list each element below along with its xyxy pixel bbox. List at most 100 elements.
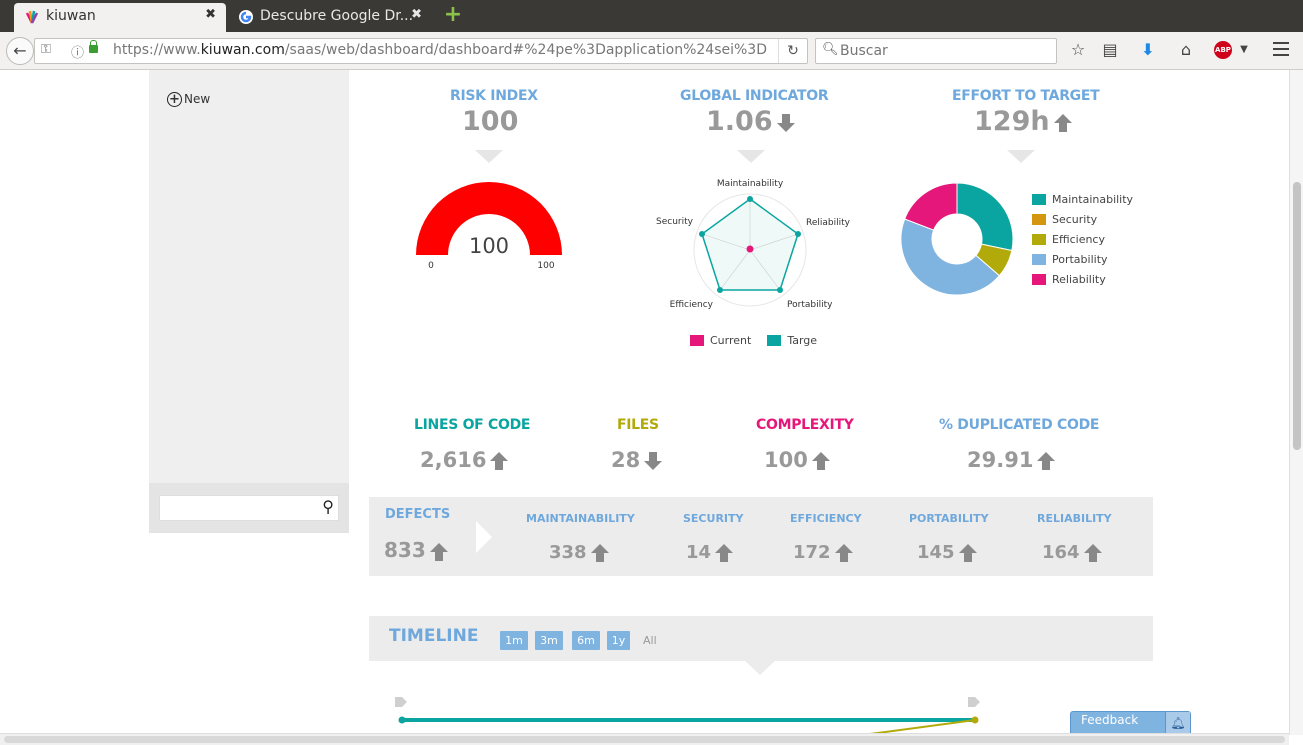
legend-item-efficiency[interactable]: Efficiency: [1032, 229, 1133, 249]
donut-slice-maintainability[interactable]: [956, 182, 1014, 252]
legend-item-security[interactable]: Security: [1032, 209, 1133, 229]
tab-google-drive[interactable]: Descubre Google Dr... ✖: [228, 3, 432, 32]
search-icon[interactable]: ⚲: [322, 497, 334, 516]
radar-grid: [693, 193, 807, 307]
effort-legend: Maintainability Security Efficiency Port…: [1032, 189, 1133, 289]
defects-maintainability-value: 338: [549, 542, 587, 563]
defects-portability-title: PORTABILITY: [909, 512, 989, 525]
defects-efficiency-title: EFFICIENCY: [790, 512, 862, 525]
radar-axis-label: Security: [656, 217, 694, 227]
horizontal-scrollbar[interactable]: [0, 733, 1289, 745]
radar-point[interactable]: [747, 196, 753, 202]
sidebar-search-area: ⚲: [149, 483, 349, 533]
duplicated-code-value-wrap: 29.91: [967, 448, 1056, 472]
effort-pointer: [1007, 150, 1035, 163]
timeline-point[interactable]: [971, 716, 979, 724]
legend-swatch: [1032, 193, 1046, 205]
defects-title: DEFECTS: [385, 507, 451, 522]
tab-close-icon[interactable]: ✖: [411, 7, 422, 22]
defects-security-title: SECURITY: [683, 512, 744, 525]
legend-swatch: [1032, 273, 1046, 285]
tab-kiuwan[interactable]: kiuwan ✖: [14, 3, 226, 32]
radar-point[interactable]: [699, 231, 705, 237]
timeline-panel: TIMELINE 1m 3m 6m 1y All: [369, 616, 1153, 661]
range-1m-button[interactable]: 1m: [500, 631, 528, 650]
defects-reliability-title: RELIABILITY: [1037, 512, 1112, 525]
defects-value: 833: [384, 538, 426, 562]
radar-point[interactable]: [717, 287, 723, 293]
legend-item-portability[interactable]: Portability: [1032, 249, 1133, 269]
browser-search-input[interactable]: [838, 41, 1052, 61]
trend-up-icon: [1053, 113, 1072, 132]
trend-down-icon: [776, 113, 795, 132]
new-tab-plus-icon[interactable]: +: [443, 2, 463, 27]
key-icon[interactable]: ⚿: [41, 42, 51, 57]
star-icon[interactable]: ☆: [1070, 40, 1086, 59]
defects-portability-value-wrap: 145: [917, 542, 977, 563]
legend-swatch: [1032, 253, 1046, 265]
legend-item-target[interactable]: Targe: [767, 330, 817, 350]
scrollbar-thumb[interactable]: [4, 736, 1285, 743]
vertical-scrollbar[interactable]: [1289, 70, 1303, 735]
range-3m-button[interactable]: 3m: [535, 631, 563, 650]
radar-axis-label: Maintainability: [717, 179, 784, 189]
scrollbar-thumb[interactable]: [1293, 182, 1301, 450]
timeline-series-line: [869, 719, 976, 734]
address-bar[interactable]: ⚿ ⓘ https://www.kiuwan.com/saas/web/dash…: [34, 38, 808, 64]
defects-value-wrap: 833: [384, 538, 448, 562]
radar-axis-label: Portability: [787, 300, 833, 310]
global-indicator-value: 1.06: [706, 106, 773, 137]
radar-chart: Maintainability Reliability Portability …: [656, 179, 851, 310]
effort-donut-chart: [900, 182, 1014, 296]
timeline-pointer: [745, 661, 775, 675]
range-all-button[interactable]: All: [643, 634, 657, 647]
timeline-point[interactable]: [398, 716, 406, 724]
menu-icon[interactable]: [1273, 42, 1289, 56]
legend-item-reliability[interactable]: Reliability: [1032, 269, 1133, 289]
global-indicator-pointer: [737, 150, 765, 163]
feedback-button[interactable]: Feedback 🔔︎: [1070, 711, 1191, 735]
complexity-title: COMPLEXITY: [756, 417, 854, 433]
radar-point[interactable]: [777, 287, 783, 293]
trend-up-icon: [834, 544, 853, 562]
sidebar-search-input[interactable]: [164, 499, 313, 517]
range-6m-button[interactable]: 6m: [572, 631, 600, 650]
legend-item-maintainability[interactable]: Maintainability: [1032, 189, 1133, 209]
browser-search-box[interactable]: 🔍︎: [815, 38, 1057, 64]
risk-index-pointer: [475, 150, 503, 163]
donut-slice-portability[interactable]: [900, 218, 1001, 296]
adblock-icon[interactable]: ABP: [1214, 41, 1232, 59]
global-indicator-title: GLOBAL INDICATOR: [680, 88, 829, 104]
effort-value-wrap: 129h: [974, 106, 1072, 137]
back-arrow-icon[interactable]: ←: [6, 37, 34, 65]
defects-chevron-icon: [476, 521, 492, 553]
gauge-min-label: 0: [428, 261, 434, 271]
reload-icon[interactable]: ↻: [778, 39, 807, 63]
browser-nav-bar: ← ⚿ ⓘ https://www.kiuwan.com/saas/web/da…: [0, 32, 1303, 70]
defects-panel: DEFECTS 833 MAINTAINABILITY 338 SECURITY…: [369, 497, 1153, 576]
radar-point[interactable]: [795, 231, 801, 237]
legend-item-current[interactable]: Current: [690, 330, 751, 350]
gauge-fill: [416, 182, 562, 255]
home-icon[interactable]: ⌂: [1180, 40, 1192, 59]
new-button[interactable]: + New: [167, 92, 210, 107]
risk-index-title: RISK INDEX: [450, 88, 538, 104]
gauge-max-label: 100: [537, 261, 554, 271]
radar-current-point[interactable]: [746, 245, 754, 253]
donut-slice-reliability[interactable]: [904, 182, 958, 231]
download-icon[interactable]: ⬇: [1141, 40, 1155, 59]
defects-efficiency-value-wrap: 172: [793, 542, 853, 563]
chevron-down-icon[interactable]: ▼: [1240, 44, 1248, 55]
lock-icon[interactable]: [89, 40, 98, 53]
gauge-value: 100: [469, 234, 509, 258]
tab-close-icon[interactable]: ✖: [205, 7, 216, 22]
info-icon[interactable]: ⓘ: [71, 46, 85, 61]
sidebar-search-box[interactable]: ⚲: [159, 495, 339, 521]
defects-portability-value: 145: [917, 542, 955, 563]
bell-icon[interactable]: 🔔︎: [1165, 712, 1190, 734]
reading-list-icon[interactable]: ▤: [1102, 40, 1118, 59]
url-text[interactable]: https://www.kiuwan.com/saas/web/dashboar…: [113, 42, 767, 58]
kiuwan-favicon-icon: [25, 10, 39, 24]
range-1y-button[interactable]: 1y: [607, 631, 630, 650]
defects-security-value: 14: [686, 542, 712, 563]
